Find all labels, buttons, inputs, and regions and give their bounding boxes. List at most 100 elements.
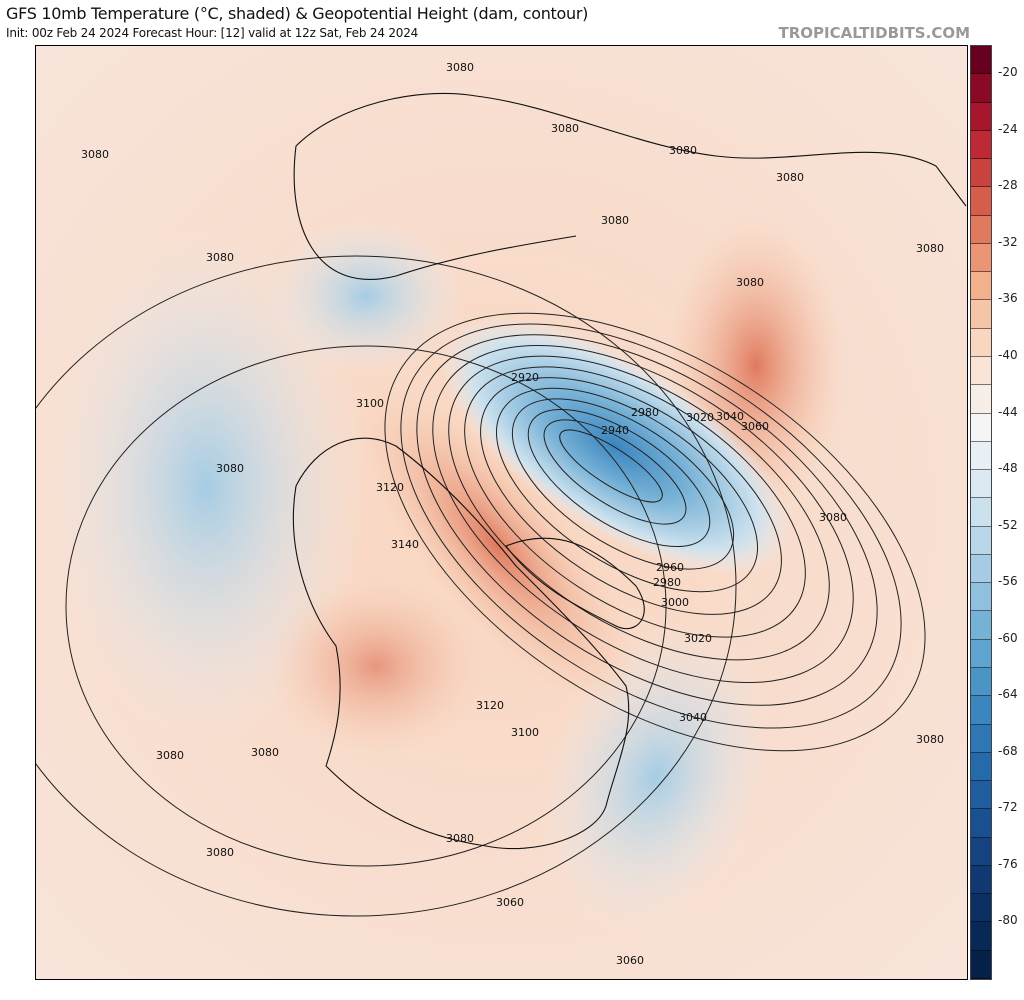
contour-label: 3080: [776, 171, 804, 184]
contour-label: 3080: [736, 276, 764, 289]
colorbar: [970, 45, 992, 980]
north-america-coastline: [292, 437, 630, 850]
height-contour: [36, 255, 737, 917]
contour-label: 2980: [653, 576, 681, 589]
colorbar-band: [971, 159, 991, 188]
contour-label: 3080: [601, 214, 629, 227]
colorbar-band: [971, 668, 991, 697]
contour-labels: 3080 3080 3080 3080 3080 3080 3080 3080 3080 3080…: [81, 61, 944, 967]
colorbar-tick-label: -36: [998, 291, 1018, 306]
colorbar-band: [971, 300, 991, 329]
contour-label: 3080: [206, 251, 234, 264]
brand-watermark: TROPICALTIDBITS.COM: [778, 24, 971, 42]
height-contour: [65, 345, 667, 867]
contour-label: 3080: [216, 462, 244, 475]
colorbar-band: [971, 950, 991, 979]
contour-label: 2960: [656, 561, 684, 574]
height-contour: [511, 398, 735, 570]
contour-label: 3120: [376, 481, 404, 494]
contour-label: 2920: [511, 371, 539, 384]
coastlines: [292, 92, 967, 850]
colorbar-band: [971, 498, 991, 527]
contour-label: 3060: [741, 420, 769, 433]
colorbar-band: [971, 385, 991, 414]
colorbar-band: [971, 46, 991, 75]
warm-region-north-america: [266, 576, 486, 756]
height-contour: [480, 377, 782, 615]
colorbar-tick-label: -64: [998, 687, 1018, 702]
colorbar-band: [971, 639, 991, 668]
height-contour: [384, 312, 926, 752]
colorbar-band: [971, 752, 991, 782]
colorbar-band: [971, 809, 991, 838]
colorbar-band: [971, 328, 991, 357]
height-contour: [543, 419, 687, 525]
colorbar-tick-label: -44: [998, 404, 1018, 419]
contour-label: 3020: [686, 411, 714, 424]
colorbar-tick-label: -24: [998, 121, 1018, 136]
contour-label: 3120: [476, 699, 504, 712]
colorbar-band: [971, 441, 991, 471]
colorbar-tick-label: -56: [998, 574, 1018, 589]
cold-region-arctic: [266, 216, 466, 376]
colorbar-band: [971, 74, 991, 103]
colorbar-band: [971, 724, 991, 753]
colorbar-band: [971, 611, 991, 640]
colorbar-tick-label: -28: [998, 178, 1018, 193]
height-contour: [527, 408, 711, 548]
height-contour: [495, 387, 759, 593]
colorbar-band: [971, 130, 991, 160]
height-contour: [400, 323, 902, 729]
colorbar-tick-label: -68: [998, 743, 1018, 758]
colorbar-band: [971, 554, 991, 584]
colorbar-band: [971, 922, 991, 951]
contour-label: 3080: [669, 144, 697, 157]
colorbar-band: [971, 413, 991, 442]
colorbar-tick-label: -48: [998, 461, 1018, 476]
height-contour: [464, 366, 806, 638]
colorbar-band: [971, 215, 991, 244]
contour-label: 3060: [616, 954, 644, 967]
contour-label: 3080: [206, 846, 234, 859]
colorbar-band: [971, 526, 991, 555]
contour-label: 3080: [819, 511, 847, 524]
chart-title: GFS 10mb Temperature (°C, shaded) & Geop…: [6, 4, 589, 23]
contour-label: 3080: [916, 733, 944, 746]
contour-label: 3080: [251, 746, 279, 759]
colorbar-tick-label: -32: [998, 234, 1018, 249]
contour-label: 3060: [496, 896, 524, 909]
colorbar-band: [971, 865, 991, 895]
contour-label: 3080: [81, 148, 109, 161]
colorbar-tick-label: -76: [998, 856, 1018, 871]
colorbar-tick-label: -40: [998, 348, 1018, 362]
contour-label: 3080: [446, 832, 474, 845]
map-canvas: 3080 3080 3080 3080 3080 3080 3080 3080 3080 3080…: [36, 46, 967, 979]
polar-vortex-cold-core: [440, 317, 792, 575]
eurasia-coastline: [293, 92, 967, 280]
greenland-coastline: [505, 537, 645, 630]
colorbar-band: [971, 357, 991, 386]
contour-label: 3100: [511, 726, 539, 739]
contour-label: 3040: [679, 711, 707, 724]
map-panel: 3080 3080 3080 3080 3080 3080 3080 3080 3080 3080…: [35, 45, 968, 980]
colorbar-band: [971, 696, 991, 725]
colorbar-tick-label: -80: [998, 913, 1018, 928]
height-contours: [36, 255, 926, 917]
contour-label: 2980: [631, 406, 659, 419]
contour-label: 3080: [446, 61, 474, 74]
contour-label: 3080: [916, 242, 944, 255]
colorbar-band: [971, 470, 991, 499]
contour-label: 3040: [716, 410, 744, 423]
run-info: Init: 00z Feb 24 2024 Forecast Hour: [12…: [6, 26, 419, 40]
contour-label: 3100: [356, 397, 384, 410]
contour-label: 3020: [684, 632, 712, 645]
contour-label: 3080: [551, 122, 579, 135]
colorbar-tick-label: -20: [998, 65, 1018, 80]
warm-region-canada: [356, 386, 636, 706]
colorbar-tick-label: -52: [998, 517, 1018, 532]
contour-label: 3080: [156, 749, 184, 762]
colorbar-band: [971, 102, 991, 131]
height-contour: [559, 429, 663, 503]
colorbar-band: [971, 837, 991, 866]
colorbar-tick-label: -60: [998, 630, 1018, 645]
